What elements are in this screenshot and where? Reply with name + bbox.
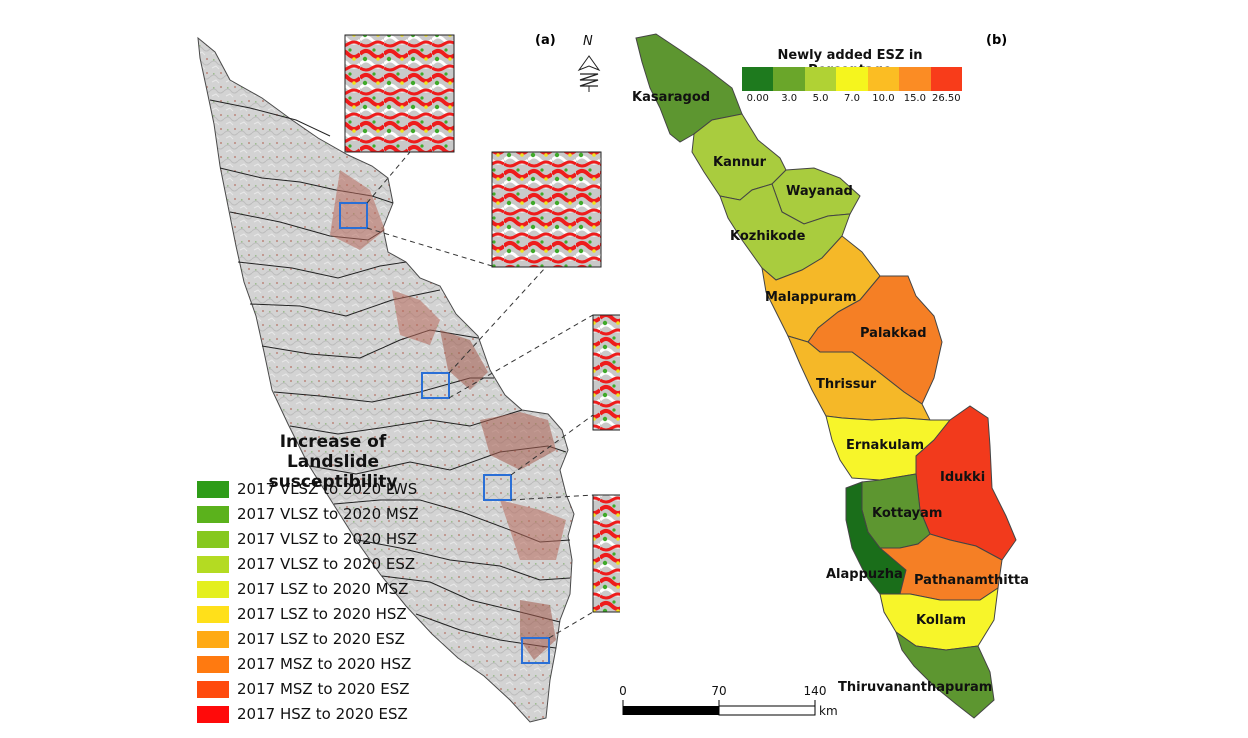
district-label-palakkad: Palakkad [860, 326, 927, 341]
legend-label: 2017 LSZ to 2020 HSZ [237, 605, 407, 623]
legend-item: 2017 VLSZ to 2020 HSZ [197, 529, 417, 549]
legend-swatch [197, 555, 229, 573]
colorbar [742, 67, 962, 91]
susceptibility-speckle [330, 170, 566, 660]
legend-label: 2017 VLSZ to 2020 HSZ [237, 530, 417, 548]
zoom-inset-2 [491, 151, 602, 268]
district-label-kollam: Kollam [916, 613, 967, 628]
district-label-pathanamthitta: Pathanamthitta [914, 573, 1029, 588]
zoom-inset-1 [344, 34, 455, 153]
scale-bar [622, 700, 816, 716]
legend-label: 2017 VLSZ to 2020 MSZ [237, 505, 419, 523]
legend-label: 2017 VLSZ to 2020 ESZ [237, 555, 416, 573]
legend-swatch [197, 680, 229, 698]
legend-item: 2017 LSZ to 2020 MSZ [197, 579, 408, 599]
legend-title: Increase of Landslide susceptibility [240, 432, 426, 492]
district-label-kottayam: Kottayam [872, 506, 943, 521]
scale-tick-70: 70 [711, 684, 727, 698]
inset-leader-lines [366, 151, 594, 639]
legend-item: 2017 VLSZ to 2020 MSZ [197, 504, 419, 524]
legend-swatch [197, 605, 229, 623]
legend-item: 2017 VLSZ to 2020 ESZ [197, 554, 415, 574]
colorbar-tick-label: 10.0 [872, 93, 895, 104]
colorbar-tick-label: 26.50 [931, 93, 961, 104]
panel-a-label: (a) [535, 33, 556, 48]
scale-unit: km [819, 704, 838, 718]
legend-item: 2017 HSZ to 2020 ESZ [197, 704, 408, 724]
colorbar-segment [804, 67, 837, 91]
legend-item: 2017 VLSZ to 2020 LWS [197, 479, 417, 499]
colorbar-segment [867, 67, 900, 91]
legend-item: 2017 LSZ to 2020 HSZ [197, 604, 407, 624]
legend-label: 2017 MSZ to 2020 ESZ [237, 680, 410, 698]
scale-tick-0: 0 [619, 684, 627, 698]
inset-locator-boxes [339, 202, 550, 664]
colorbar-tick-label: 5.0 [812, 93, 829, 104]
legend-swatch [197, 480, 229, 498]
legend-title-line1: Increase of [279, 432, 387, 452]
district-label-malappuram: Malappuram [765, 290, 857, 305]
legend-item: 2017 LSZ to 2020 ESZ [197, 629, 405, 649]
colorbar-tick-label: 15.0 [903, 93, 926, 104]
legend-label: 2017 MSZ to 2020 HSZ [237, 655, 412, 673]
north-arrow-icon [577, 55, 601, 92]
colorbar-tick-label: 0.00 [746, 93, 769, 104]
legend-item: 2017 MSZ to 2020 ESZ [197, 679, 410, 699]
colorbar-ticks: 0.00 3.0 5.0 7.0 10.0 15.0 26.50 [742, 93, 962, 107]
district-thiruvananthapuram [895, 630, 995, 719]
north-letter: N [583, 34, 593, 49]
legend-swatch [197, 530, 229, 548]
panel-b-label: (b) [986, 33, 1008, 48]
colorbar-tick-label: 3.0 [781, 93, 798, 104]
district-label-ernakulam: Ernakulam [846, 438, 924, 453]
district-label-kannur: Kannur [713, 155, 767, 170]
district-label-thiruvananthapuram: Thiruvananthapuram [838, 680, 993, 695]
legend-swatch [197, 705, 229, 723]
district-label-kasaragod: Kasaragod [632, 90, 711, 105]
district-label-kozhikode: Kozhikode [730, 229, 806, 244]
district-label-wayanad: Wayanad [786, 184, 853, 199]
legend-label: 2017 LSZ to 2020 ESZ [237, 630, 405, 648]
colorbar-segment [773, 67, 805, 91]
legend-item: 2017 MSZ to 2020 HSZ [197, 654, 411, 674]
legend-label: 2017 HSZ to 2020 ESZ [237, 705, 408, 723]
legend-title-line2: Landslide susceptibility [268, 452, 398, 492]
colorbar-segment [742, 67, 774, 91]
legend-swatch [197, 580, 229, 598]
colorbar-segment [930, 67, 962, 91]
legend-swatch [197, 655, 229, 673]
zoom-inset-3 [592, 314, 620, 431]
colorbar-segment [836, 67, 868, 91]
zoom-inset-4 [592, 494, 620, 613]
district-label-thrissur: Thrissur [816, 377, 877, 392]
scale-tick-140: 140 [803, 684, 827, 698]
legend-label: 2017 VLSZ to 2020 LWS [237, 480, 418, 498]
legend-label: 2017 LSZ to 2020 MSZ [237, 580, 409, 598]
district-label-alappuzha: Alappuzha [826, 567, 903, 582]
legend-swatch [197, 505, 229, 523]
district-label-idukki: Idukki [940, 470, 986, 485]
panel-a-map [197, 34, 620, 723]
legend-swatch [197, 630, 229, 648]
colorbar-tick-label: 7.0 [844, 93, 860, 104]
colorbar-segment [899, 67, 931, 91]
district-kozhikode [719, 183, 851, 281]
